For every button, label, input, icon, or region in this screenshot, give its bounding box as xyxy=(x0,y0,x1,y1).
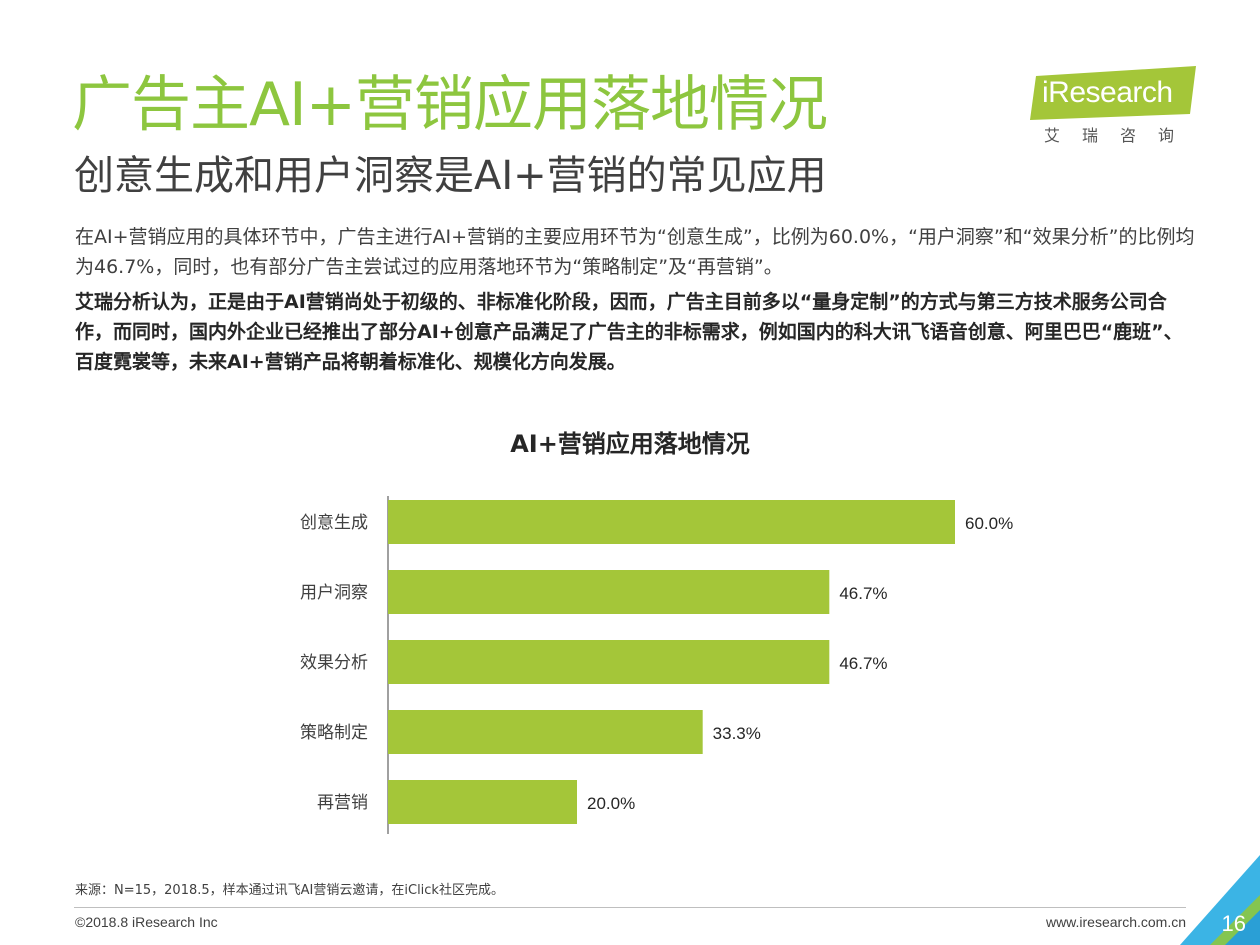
category-label-1: 用户洞察 xyxy=(300,583,368,603)
page-subtitle: 创意生成和用户洞察是AI+营销的常见应用 xyxy=(74,153,827,199)
value-label-2: 46.7% xyxy=(839,654,887,673)
bar-chart: 创意生成 60.0% 用户洞察 46.7% 效果分析 46.7% 策略制定 33.3% 再营销 2… xyxy=(300,496,1013,834)
corner-decoration xyxy=(1180,855,1260,945)
analysis-paragraph: 艾瑞分析认为，正是由于AI营销尚处于初级的、非标准化阶段，因而，广告主目前多以“… xyxy=(75,291,1183,373)
chart-title: AI+营销应用落地情况 xyxy=(510,430,750,458)
logo-brand-text: iResearch xyxy=(1042,76,1173,109)
value-label-0: 60.0% xyxy=(965,514,1013,533)
bar-4 xyxy=(388,780,577,824)
bar-0 xyxy=(388,500,955,544)
bar-3 xyxy=(388,710,703,754)
category-label-4: 再营销 xyxy=(317,793,368,813)
copyright-text: ©2018.8 iResearch Inc xyxy=(75,914,218,930)
value-label-1: 46.7% xyxy=(839,584,887,603)
category-label-0: 创意生成 xyxy=(300,513,368,533)
page-number: 16 xyxy=(1221,911,1246,936)
page-title: 广告主AI+营销应用落地情况 xyxy=(72,70,828,140)
logo-cn-text: 艾瑞咨询 xyxy=(1044,126,1197,145)
value-label-4: 20.0% xyxy=(587,794,635,813)
value-label-3: 33.3% xyxy=(713,724,761,743)
website-link[interactable]: www.iresearch.com.cn xyxy=(1045,914,1186,930)
category-label-3: 策略制定 xyxy=(300,723,368,743)
iresearch-logo: iResearch 艾瑞咨询 xyxy=(1030,64,1210,149)
logo-badge-shape xyxy=(1030,66,1196,120)
bar-1 xyxy=(388,570,830,614)
bar-2 xyxy=(388,640,830,684)
source-note: 来源：N=15，2018.5，样本通过讯飞AI营销云邀请，在iClick社区完成… xyxy=(75,883,504,898)
footer-divider xyxy=(74,907,1186,908)
category-label-2: 效果分析 xyxy=(300,653,368,673)
intro-paragraph: 在AI+营销应用的具体环节中，广告主进行AI+营销的主要应用环节为“创意生成”，… xyxy=(75,226,1195,278)
